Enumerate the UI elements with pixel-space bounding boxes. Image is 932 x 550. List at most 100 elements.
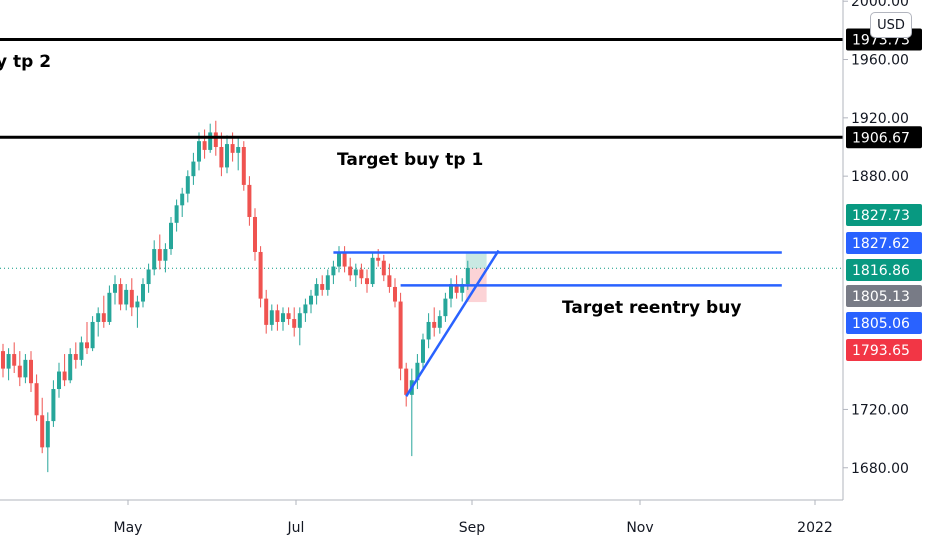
price-badge-label: 1805.13 xyxy=(852,289,910,305)
candle-body xyxy=(404,368,409,395)
time-tick-label: 2022 xyxy=(797,520,833,536)
candle-body xyxy=(185,176,190,194)
candle-body xyxy=(443,298,448,317)
candle-body xyxy=(129,289,134,308)
candle-body xyxy=(17,365,22,378)
candle-body xyxy=(342,251,347,267)
candle-body xyxy=(460,284,465,293)
candle-body xyxy=(40,415,45,448)
drawing-tools xyxy=(333,249,782,397)
candle-body xyxy=(169,222,173,250)
price-badge-label: 1793.65 xyxy=(852,343,910,359)
price-badge xyxy=(846,232,922,254)
candle-body xyxy=(51,389,56,422)
candle-body xyxy=(85,342,89,349)
candle-body xyxy=(241,147,246,185)
price-tick-label: 1960.00 xyxy=(851,53,909,69)
chart-annotation: y tp 2 xyxy=(0,52,51,72)
candle-body xyxy=(376,257,381,261)
candlestick-series xyxy=(1,120,470,473)
candle-body xyxy=(135,301,140,308)
chart-annotation: Target reentry buy xyxy=(562,298,741,318)
candle-body xyxy=(12,354,17,366)
price-badge-label: 1827.73 xyxy=(852,208,910,224)
time-tick-label: Nov xyxy=(626,520,653,536)
candle-body xyxy=(101,313,106,322)
candle-body xyxy=(437,316,442,328)
candle-body xyxy=(325,275,330,290)
candle-body xyxy=(163,249,168,261)
candle-body xyxy=(73,354,78,360)
candle-body xyxy=(421,339,425,363)
price-tick-label: 1720.00 xyxy=(851,402,909,418)
candle-body xyxy=(320,284,325,290)
candle-body xyxy=(359,269,364,279)
candle-body xyxy=(79,342,84,360)
candle-body xyxy=(208,132,213,150)
candle-body xyxy=(96,313,101,322)
candle-body xyxy=(6,354,11,369)
candle-body xyxy=(236,147,241,153)
candle-body xyxy=(370,257,375,285)
candle-body xyxy=(90,321,95,349)
time-axis[interactable]: May Jul Sep Nov 2022 xyxy=(114,500,833,536)
time-tick-label: Jul xyxy=(287,520,305,536)
candle-body xyxy=(225,144,229,168)
price-tick-label: 1680.00 xyxy=(851,461,909,477)
candle-body xyxy=(264,298,269,325)
candle-body xyxy=(432,321,437,328)
candle-body xyxy=(393,286,397,302)
candle-body xyxy=(398,301,403,369)
candle-body xyxy=(197,141,201,162)
candle-body xyxy=(107,292,112,322)
candle-body xyxy=(45,421,50,448)
price-badge-label: 1816.86 xyxy=(852,263,910,279)
candle-body xyxy=(157,249,162,261)
price-badge xyxy=(846,204,922,226)
level-price-label: 1906.67 xyxy=(852,130,910,146)
time-tick-label: Sep xyxy=(459,520,486,536)
candle-body xyxy=(281,313,285,322)
price-axis[interactable]: 2000.00 1960.00 1920.00 1880.00 1720.00 1680.… xyxy=(843,0,909,477)
candle-body xyxy=(118,284,123,305)
candle-body xyxy=(387,275,392,287)
candle-body xyxy=(213,132,218,147)
candle-body xyxy=(258,251,263,299)
candle-body xyxy=(57,371,61,390)
price-tick-label: 2000.00 xyxy=(851,0,909,10)
candle-body xyxy=(68,354,73,381)
candle-body xyxy=(337,251,341,267)
candle-body xyxy=(146,269,151,285)
candle-body xyxy=(174,205,179,223)
candle-body xyxy=(465,268,470,285)
price-badge-label: 1827.62 xyxy=(852,236,910,252)
candle-body xyxy=(269,310,274,325)
candle-body xyxy=(426,321,431,340)
candle-body xyxy=(275,310,280,322)
trend-line xyxy=(405,249,500,397)
candle-body xyxy=(303,304,308,314)
candle-body xyxy=(381,260,386,276)
text-annotations: y tp 2 Target buy tp 1 Target reentry buy xyxy=(0,52,741,318)
candle-body xyxy=(124,289,129,305)
candle-body xyxy=(141,284,145,302)
candle-body xyxy=(314,284,319,296)
candle-body xyxy=(449,284,453,299)
candle-body xyxy=(292,319,297,328)
candle-body xyxy=(113,284,117,293)
candle-body xyxy=(353,269,358,276)
candle-body xyxy=(297,313,302,328)
price-badge xyxy=(846,285,922,307)
candle-body xyxy=(219,147,224,168)
candle-body xyxy=(365,278,369,285)
candle-body xyxy=(62,371,67,381)
candle-body xyxy=(29,359,33,384)
price-badge xyxy=(846,312,922,334)
price-badges: 1827.73 1827.62 1816.86 1805.13 1805.06 1793.… xyxy=(846,204,922,361)
target-zone xyxy=(465,252,487,269)
price-badge xyxy=(846,259,922,281)
currency-button[interactable]: USD xyxy=(870,12,912,38)
price-tick-label: 1920.00 xyxy=(851,111,909,127)
